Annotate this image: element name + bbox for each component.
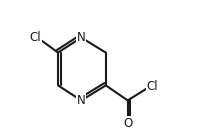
Text: Cl: Cl: [147, 80, 158, 93]
Text: O: O: [123, 117, 132, 130]
Text: N: N: [77, 94, 86, 107]
Text: Cl: Cl: [30, 31, 41, 44]
Text: N: N: [77, 31, 86, 44]
